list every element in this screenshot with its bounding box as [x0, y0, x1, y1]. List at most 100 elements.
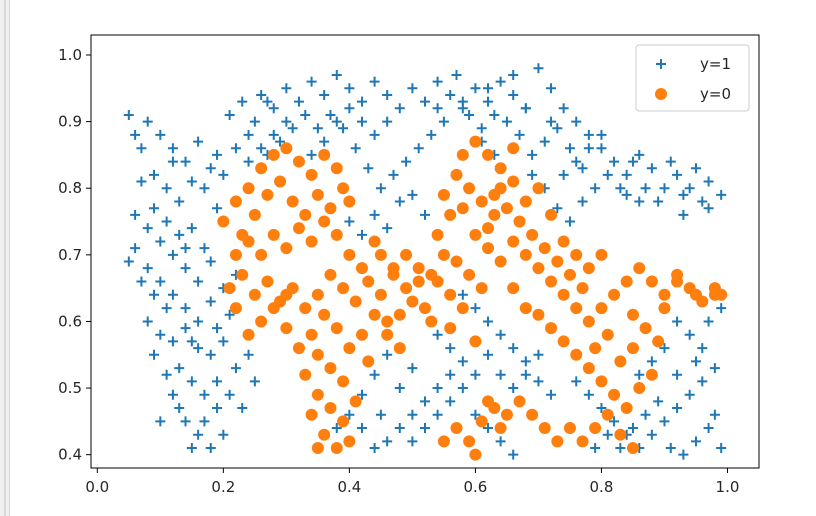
data-point-plus — [583, 143, 594, 154]
data-point-plus — [609, 416, 620, 427]
data-point-plus — [325, 109, 336, 120]
data-point-plus — [161, 183, 172, 194]
data-point-circle — [551, 255, 564, 268]
data-point-circle — [305, 168, 318, 181]
data-point-circle — [608, 388, 621, 401]
data-point-circle — [626, 342, 639, 355]
data-point-plus — [180, 156, 191, 167]
data-point-plus — [533, 376, 544, 387]
data-point-circle — [261, 188, 274, 201]
data-point-circle — [545, 208, 558, 221]
data-point-plus — [224, 389, 235, 400]
data-point-plus — [212, 376, 223, 387]
data-point-plus — [155, 276, 166, 287]
data-point-plus — [306, 76, 317, 87]
data-point-plus — [205, 443, 216, 454]
data-point-plus — [407, 189, 418, 200]
data-point-plus — [533, 63, 544, 74]
data-point-plus — [369, 443, 380, 454]
data-point-plus — [432, 103, 443, 114]
data-point-circle — [494, 422, 507, 435]
data-point-plus — [653, 396, 664, 407]
data-point-circle — [330, 228, 343, 241]
data-point-circle — [582, 262, 595, 275]
data-point-plus — [388, 169, 399, 180]
data-point-circle — [595, 248, 608, 261]
data-point-circle — [576, 435, 589, 448]
data-point-plus — [199, 389, 210, 400]
series-y0 — [217, 135, 728, 461]
data-point-circle — [450, 422, 463, 435]
data-point-plus — [243, 349, 254, 360]
data-point-plus — [312, 123, 323, 134]
data-point-circle — [456, 202, 469, 215]
data-point-circle — [330, 162, 343, 175]
data-point-circle — [469, 448, 482, 461]
data-point-circle — [563, 268, 576, 281]
data-point-circle — [242, 328, 255, 341]
data-point-plus — [167, 336, 178, 347]
data-point-circle — [463, 268, 476, 281]
plot-marks — [123, 63, 728, 461]
window-left-edge — [0, 0, 10, 516]
data-point-circle — [248, 288, 261, 301]
data-point-circle — [337, 415, 350, 428]
data-point-plus — [161, 369, 172, 380]
data-point-circle — [362, 275, 375, 288]
y-tick-label: 0.8 — [58, 179, 82, 197]
data-point-plus — [615, 443, 626, 454]
data-point-plus — [577, 163, 588, 174]
data-point-circle — [280, 322, 293, 335]
data-point-plus — [331, 423, 342, 434]
data-point-plus — [394, 383, 405, 394]
data-point-plus — [193, 343, 204, 354]
data-point-plus — [193, 276, 204, 287]
data-point-plus — [627, 423, 638, 434]
data-point-circle — [570, 302, 583, 315]
data-point-circle — [299, 302, 312, 315]
data-point-plus — [394, 103, 405, 114]
data-point-plus — [609, 156, 620, 167]
data-point-circle — [311, 442, 324, 455]
data-point-circle — [532, 182, 545, 195]
data-point-plus — [130, 243, 141, 254]
data-point-plus — [457, 96, 468, 107]
data-point-plus — [186, 176, 197, 187]
legend: y=1 y=0 — [635, 44, 750, 112]
data-point-plus — [180, 263, 191, 274]
data-point-plus — [716, 303, 727, 314]
data-point-plus — [451, 69, 462, 80]
data-point-plus — [338, 123, 349, 134]
data-point-plus — [457, 383, 468, 394]
data-point-plus — [161, 216, 172, 227]
data-point-plus — [432, 383, 443, 394]
data-point-plus — [621, 169, 632, 180]
data-point-plus — [514, 129, 525, 140]
data-point-circle — [450, 255, 463, 268]
data-point-circle — [311, 348, 324, 361]
data-point-plus — [167, 143, 178, 154]
data-point-plus — [457, 356, 468, 367]
data-point-circle — [374, 288, 387, 301]
data-point-plus — [432, 409, 443, 420]
data-point-circle — [267, 148, 280, 161]
data-point-circle — [406, 295, 419, 308]
data-point-plus — [483, 96, 494, 107]
data-point-plus — [665, 156, 676, 167]
data-point-plus — [142, 263, 153, 274]
y-tick-label: 0.6 — [58, 312, 82, 330]
data-point-plus — [268, 129, 279, 140]
data-point-plus — [186, 443, 197, 454]
data-point-plus — [186, 223, 197, 234]
data-point-circle — [620, 402, 633, 415]
data-point-plus — [690, 436, 701, 447]
data-point-plus — [401, 156, 412, 167]
data-point-plus — [369, 76, 380, 87]
data-point-plus — [344, 103, 355, 114]
data-point-plus — [394, 423, 405, 434]
data-point-plus — [212, 403, 223, 414]
data-point-plus — [180, 303, 191, 314]
data-point-plus — [413, 143, 424, 154]
data-point-circle — [551, 435, 564, 448]
data-point-plus — [256, 89, 267, 100]
